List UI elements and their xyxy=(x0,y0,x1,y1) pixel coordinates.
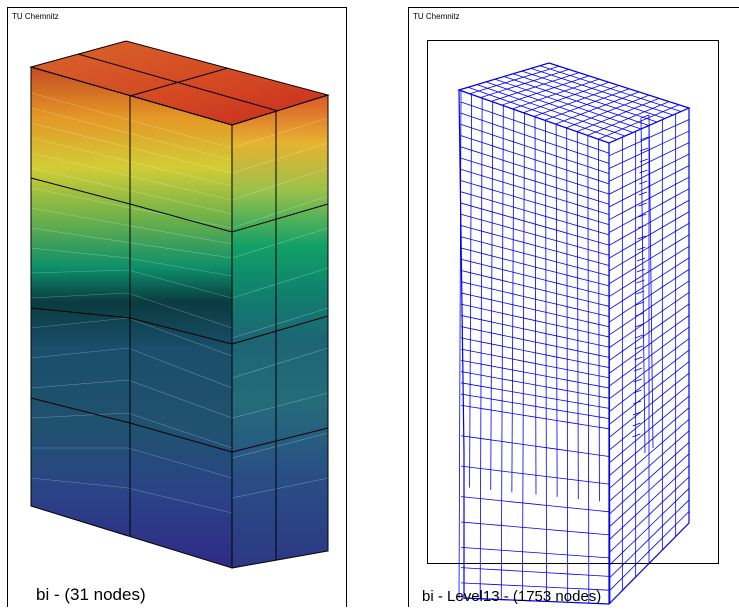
contour-plot xyxy=(29,40,330,569)
left-plot-panel: TU Chemnitz xyxy=(7,7,347,607)
watermark-label: TU Chemnitz xyxy=(12,12,59,21)
refined-mesh xyxy=(458,62,690,605)
right-plot-panel: TU Chemnitz bi - Level13 - (1753 nodes) xyxy=(408,7,739,607)
mesh-plot xyxy=(457,62,691,605)
right-caption: bi - Level13 - (1753 nodes) xyxy=(422,588,602,605)
watermark-label: TU Chemnitz xyxy=(413,12,460,21)
left-caption: bi - (31 nodes) xyxy=(36,585,146,604)
plot-frame xyxy=(427,40,719,564)
element-edges xyxy=(29,40,330,569)
mesh-outline xyxy=(457,62,691,605)
side-face xyxy=(232,95,328,568)
front-face xyxy=(31,67,232,568)
